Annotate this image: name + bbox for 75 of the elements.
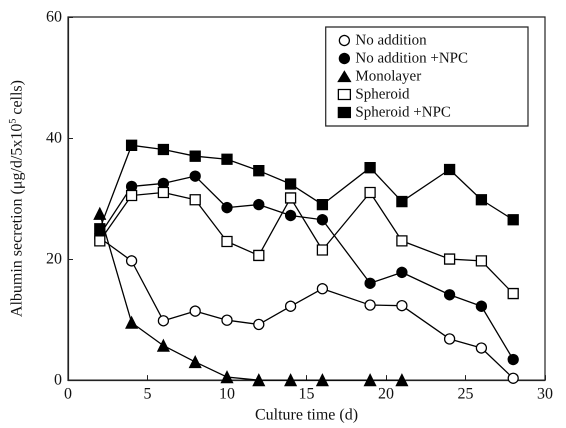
point	[284, 374, 297, 386]
point	[284, 210, 296, 222]
point	[364, 374, 376, 386]
point	[94, 223, 106, 234]
y-tick-label: 0	[54, 372, 62, 389]
point	[364, 299, 376, 311]
point	[157, 339, 170, 352]
point	[189, 356, 202, 368]
point	[444, 253, 456, 265]
point	[190, 150, 201, 162]
x-axis-title: Culture time (d)	[254, 406, 358, 424]
point	[253, 165, 264, 176]
y-tick-label: 40	[46, 130, 62, 147]
point	[221, 314, 233, 326]
y-tick-label: 20	[46, 250, 62, 268]
point	[190, 170, 201, 182]
point	[508, 372, 519, 384]
point	[396, 300, 408, 312]
point	[508, 214, 519, 226]
point	[158, 186, 170, 198]
point	[364, 278, 376, 289]
point	[284, 178, 296, 190]
point	[221, 236, 233, 248]
point	[126, 140, 138, 151]
point	[284, 300, 296, 312]
point	[253, 198, 264, 210]
point	[220, 370, 234, 384]
legend-label: No addition +NPC	[355, 50, 468, 66]
point	[444, 333, 456, 345]
point	[284, 192, 296, 204]
point	[190, 305, 201, 317]
point	[396, 196, 408, 208]
point	[221, 154, 233, 165]
point	[316, 214, 328, 226]
point	[190, 194, 201, 206]
point	[316, 283, 328, 294]
x-tick-label: 15	[298, 386, 314, 403]
x-tick-label: 5	[144, 386, 152, 403]
point	[221, 202, 233, 214]
point	[396, 235, 408, 247]
point	[94, 208, 106, 220]
point	[364, 186, 376, 198]
point	[396, 374, 408, 386]
legend-label: No addition	[355, 32, 428, 48]
point	[158, 144, 170, 156]
x-tick-label: 20	[378, 386, 394, 403]
point	[476, 300, 488, 312]
point	[508, 354, 519, 366]
legend-label: Monolayer	[355, 68, 422, 84]
legend-label: Spheroid	[355, 86, 410, 102]
point	[94, 235, 106, 247]
point	[396, 266, 408, 278]
point	[364, 162, 376, 174]
point	[476, 194, 488, 206]
point	[125, 316, 138, 329]
point	[252, 374, 265, 386]
point	[444, 289, 456, 300]
point	[316, 244, 328, 256]
legend-label: Spheroid +NPC	[355, 104, 451, 120]
point	[126, 190, 138, 202]
x-tick-label: 10	[219, 386, 235, 403]
point	[476, 255, 488, 267]
point	[444, 164, 456, 176]
y-axis-title: Albumin secretion (μg/d/5x105 cells)	[8, 80, 26, 318]
point	[476, 342, 488, 354]
x-tick-label: 25	[458, 386, 474, 403]
point	[253, 250, 264, 262]
point	[253, 318, 264, 330]
point	[158, 315, 170, 326]
x-tick-label: 30	[537, 386, 553, 403]
point	[126, 255, 138, 267]
y-tick-label: 60	[46, 8, 62, 26]
point	[316, 198, 328, 210]
point	[508, 288, 519, 300]
point	[316, 374, 329, 386]
